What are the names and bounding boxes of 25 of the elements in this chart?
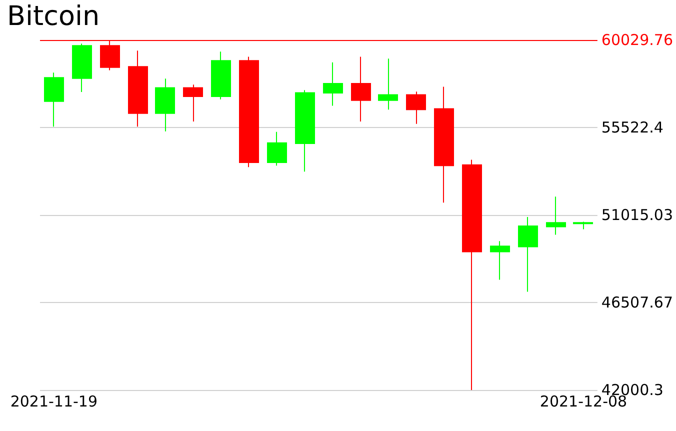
x-tick-label: 2021-11-19 [10,392,98,410]
chart-title: Bitcoin [7,1,100,32]
y-tick-label: 51015.03 [601,206,674,224]
candlestick [267,131,287,166]
candlestick [211,51,231,100]
candlestick [406,91,426,124]
candlestick [239,56,259,168]
candlestick [323,62,343,106]
candlestick [490,240,510,280]
candlestick [72,43,92,93]
candlestick [295,90,315,172]
candlestick [546,196,566,236]
y-tick-label: 55522.4 [601,118,664,136]
candlestick [44,72,64,128]
candlestick [351,56,371,122]
y-tick-label: 46507.67 [601,294,674,312]
candlestick [128,50,148,128]
candlestick [462,159,482,391]
candlestick [183,84,203,122]
candlestick [378,58,398,110]
candlestick [573,221,593,230]
candlestick [434,86,454,204]
candlestick [155,78,175,132]
candlestick [518,216,538,292]
ref-line-label: 60029.76 [601,31,674,49]
